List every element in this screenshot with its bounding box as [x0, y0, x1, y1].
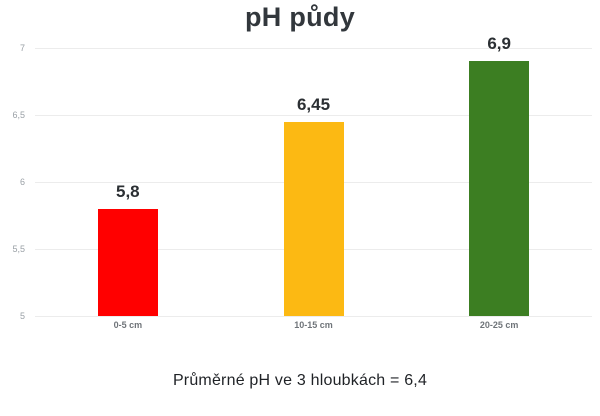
y-axis: 5 5,5 6 6,5 7	[0, 43, 30, 321]
chart-title: pH půdy	[244, 2, 356, 32]
category-label: 0-5 cm	[113, 320, 143, 330]
gridline	[35, 316, 592, 317]
bar-value-label: 6,45	[296, 94, 331, 114]
y-tick-label: 6,5	[12, 110, 25, 120]
plot-area: 5,8 6,45 6,9	[35, 34, 592, 317]
category-label: 20-25 cm	[479, 320, 519, 330]
y-tick-label: 5,5	[12, 244, 25, 254]
y-tick-label: 6	[19, 177, 25, 187]
gridline	[35, 115, 592, 116]
category-label: 10-15 cm	[294, 320, 333, 330]
bar-value-label: 5,8	[116, 181, 140, 201]
bar	[469, 61, 530, 316]
gridline	[35, 48, 592, 49]
y-tick-label: 7	[19, 43, 25, 53]
chart-caption: Průměrné pH ve 3 hloubkách = 6,4	[172, 372, 428, 389]
bar	[283, 121, 344, 316]
y-tick-label: 5	[19, 311, 25, 321]
x-axis: 0-5 cm 10-15 cm 20-25 cm	[35, 316, 592, 336]
bar	[97, 208, 158, 316]
bar-value-label: 6,9	[487, 34, 511, 54]
